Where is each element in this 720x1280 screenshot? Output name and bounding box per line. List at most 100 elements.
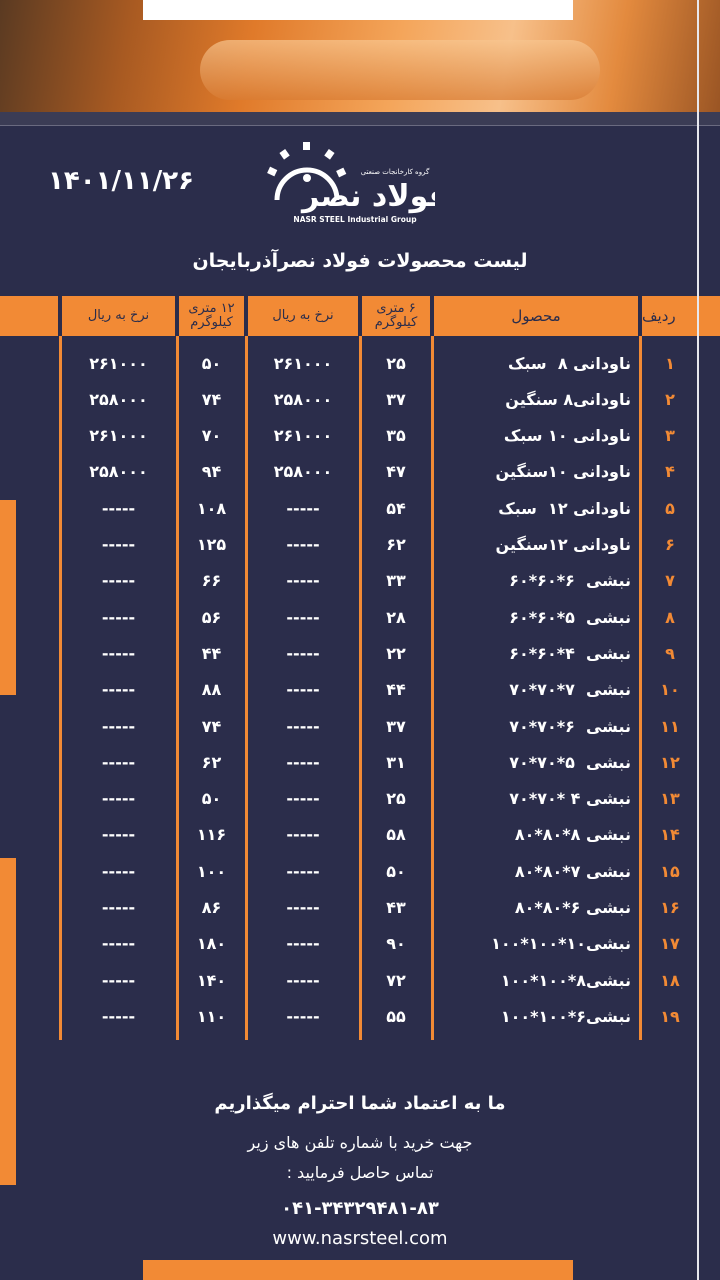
steel-roll-graphic <box>200 40 600 100</box>
cell-kg6: ۳۷ <box>386 716 406 736</box>
cell-product: نبشی ۸*۸۰*۸۰ <box>514 825 631 845</box>
cell-price12: ----- <box>101 607 136 627</box>
side-accent-bar <box>0 858 16 1185</box>
svg-text:گروه کارخانجات صنعتی: گروه کارخانجات صنعتی <box>361 167 430 176</box>
cell-product: نبشی ۴ *۷۰*۷۰ <box>509 789 631 809</box>
cell-kg12: ۷۴ <box>201 716 222 736</box>
cell-kg12: ۹۴ <box>201 462 222 482</box>
cell-price12: ----- <box>101 970 136 990</box>
cell-price6: ----- <box>286 970 320 990</box>
header-kg12: ۱۲ متری کیلوگرم <box>179 296 244 336</box>
cell-row: ۶ <box>665 535 675 554</box>
cell-kg12: ۵۰ <box>201 353 222 373</box>
company-logo: فولاد نصر گروه کارخانجات صنعتی NASR STEE… <box>267 142 435 224</box>
cell-kg6: ۴۳ <box>386 898 406 917</box>
cell-kg12: ۱۸۰ <box>196 934 227 954</box>
cell-kg12: ۵۰ <box>201 789 222 809</box>
bottom-accent-bar <box>143 1260 573 1280</box>
cell-price12: ----- <box>101 535 136 554</box>
header-kg6: ۶ متری کیلوگرم <box>362 296 430 336</box>
footer-line2: تماس حاصل فرمایید : <box>286 1163 434 1182</box>
cell-row: ۱۵ <box>660 861 680 881</box>
cell-price6: ----- <box>286 934 320 954</box>
footer-slogan: ما به اعتماد شما احترام میگذاریم <box>214 1093 506 1114</box>
cell-kg6: ۵۸ <box>386 825 406 845</box>
cell-kg6: ۵۴ <box>386 498 406 518</box>
footer-website[interactable]: www.nasrsteel.com <box>272 1228 448 1249</box>
cell-row: ۸ <box>665 607 675 627</box>
header-price12: نرخ به ریال <box>62 296 175 336</box>
header-band <box>0 112 720 126</box>
column-divider <box>59 336 62 1040</box>
cell-row: ۱۶ <box>660 898 680 917</box>
cell-row: ۹ <box>665 643 675 663</box>
cell-kg12: ۸۶ <box>201 898 222 917</box>
cell-price6: ----- <box>286 1006 320 1026</box>
logo-name: فولاد نصر <box>300 179 435 214</box>
cell-row: ۱۷ <box>660 934 680 954</box>
cell-kg12: ۷۴ <box>201 389 222 409</box>
cell-row: ۱ <box>665 353 675 373</box>
header-price6: نرخ به ریال <box>248 296 358 336</box>
page-title: لیست محصولات فولاد نصرآذربایجان <box>192 250 528 272</box>
cell-kg12: ۱۰۸ <box>196 498 227 518</box>
cell-row: ۵ <box>665 498 675 518</box>
cell-price6: ----- <box>286 680 320 700</box>
cell-product: نبشی ۵*۷۰*۷۰ <box>509 752 631 772</box>
cell-row: ۱۰ <box>660 680 680 700</box>
cell-product: ناودانی۸ سنگین <box>505 389 631 409</box>
cell-price6: ----- <box>286 643 320 663</box>
cell-row: ۷ <box>665 571 675 591</box>
column-divider <box>359 336 362 1040</box>
header-empty <box>0 296 58 336</box>
cell-kg6: ۳۷ <box>386 389 406 409</box>
cell-price6: ۲۶۱۰۰۰ <box>273 353 333 373</box>
cell-price6: ----- <box>286 861 320 881</box>
header-product: محصول <box>434 296 638 336</box>
cell-product: نبشی ۷*۸۰*۸۰ <box>514 861 631 881</box>
cell-price6: ----- <box>286 898 320 917</box>
cell-product: ناودانی ۱۲سنگین <box>495 535 631 554</box>
cell-product: ناودانی ۱۰سنگین <box>495 462 631 482</box>
cell-kg12: ۶۶ <box>201 571 222 591</box>
cell-product: نبشی۶*۱۰۰*۱۰۰ <box>500 1006 631 1026</box>
cell-price6: ----- <box>286 752 320 772</box>
cell-kg12: ۱۱۰ <box>196 1006 227 1026</box>
side-accent-bar <box>0 500 16 695</box>
cell-price6: ۲۵۸۰۰۰ <box>273 389 333 409</box>
cell-product: ناودانی ۸ سبک <box>508 353 631 373</box>
cell-row: ۱۴ <box>660 825 680 845</box>
cell-product: ناودانی ۱۲ سبک <box>498 498 631 518</box>
column-divider <box>639 336 642 1040</box>
footer-phone: ۰۴۱-۳۴۳۲۹۴۸۱-۸۳ <box>281 1198 439 1219</box>
cell-kg12: ۶۲ <box>201 752 222 772</box>
cell-kg6: ۲۸ <box>386 607 406 627</box>
cell-row: ۴ <box>665 462 675 482</box>
cell-price6: ----- <box>286 607 320 627</box>
cell-price12: ----- <box>101 898 136 917</box>
column-divider <box>176 336 179 1040</box>
cell-product: نبشی ۵*۶۰*۶۰ <box>509 607 631 627</box>
column-divider <box>245 336 248 1040</box>
cell-price6: ۲۵۸۰۰۰ <box>273 462 333 482</box>
cell-product: نبشی۸*۱۰۰*۱۰۰ <box>500 970 631 990</box>
cell-price12: ۲۶۱۰۰۰ <box>89 353 148 373</box>
cell-kg12: ۱۴۰ <box>196 970 227 990</box>
cell-kg6: ۲۵ <box>386 789 406 809</box>
cell-kg6: ۹۰ <box>386 934 406 954</box>
cell-kg12: ۸۸ <box>201 680 222 700</box>
cell-price6: ----- <box>286 789 320 809</box>
svg-text:NASR STEEL Industrial Group: NASR STEEL Industrial Group <box>293 215 417 224</box>
cell-price12: ----- <box>101 789 136 809</box>
cell-kg12: ۷۰ <box>201 426 222 446</box>
cell-kg6: ۴۷ <box>386 462 406 482</box>
vertical-frame-line <box>697 0 699 1280</box>
cell-price12: ۲۵۸۰۰۰ <box>89 462 148 482</box>
footer-line1: جهت خرید با شماره تلفن های زیر <box>247 1133 473 1152</box>
cell-kg6: ۵۵ <box>386 1006 406 1026</box>
cell-product: نبشی۱۰*۱۰۰*۱۰۰ <box>491 934 631 954</box>
cell-price12: ----- <box>101 752 136 772</box>
cell-kg12: ۱۰۰ <box>196 861 227 881</box>
cell-price12: ----- <box>101 571 136 591</box>
cell-price12: ۲۶۱۰۰۰ <box>89 426 148 446</box>
